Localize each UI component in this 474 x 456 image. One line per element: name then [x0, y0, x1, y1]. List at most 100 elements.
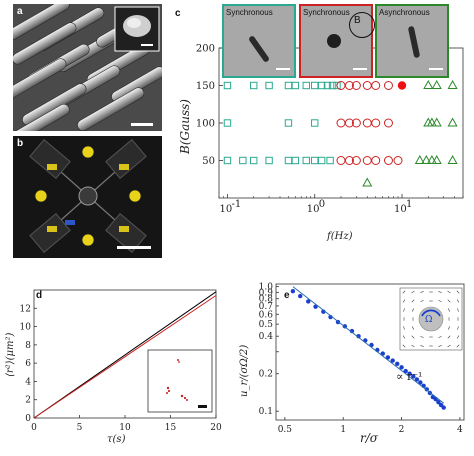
panel-letter-b: b: [17, 138, 24, 149]
chart-e-ytick-label: 0.7: [259, 302, 274, 312]
chart-e-xtick-label: 1: [340, 425, 346, 435]
chart-d-xlabel: τ(s): [107, 434, 126, 445]
flow-arrow: [402, 344, 406, 348]
chart-c-point-circle: [383, 118, 393, 128]
flow-arrow: [457, 308, 459, 312]
flow-arrow: [402, 335, 406, 339]
coil-setup-illustration: [13, 136, 162, 258]
chart-c-point-triangle: [423, 79, 434, 89]
chart-c-point-circle: [383, 156, 393, 165]
chart-c-point-square: [302, 156, 310, 165]
flow-arrow: [456, 299, 460, 303]
chart-c-point-circle: [362, 81, 372, 90]
chart-c-point-square: [284, 156, 293, 165]
chart-d-xtick-label: 10: [119, 423, 131, 433]
chart-e-fit-line: [292, 286, 445, 404]
chart-c-xtick-exponent: -1: [231, 199, 241, 210]
sem-rods-illustration: [13, 4, 162, 131]
inset-synchronous-1-label: Synchronous: [226, 8, 273, 17]
panel-e-chart: 0.1 0.2 0.4 0.5 0.6 0.7 0.8 0.9 1.0 0.5 1 2 4 Ω ∝ r…: [236, 282, 472, 452]
chart-d-ytick-label: 12: [20, 304, 31, 314]
chart-d-xtick-label: 15: [165, 423, 177, 433]
chart-c-point-square: [250, 156, 258, 165]
chart-c-point-triangle: [431, 154, 442, 164]
chart-c-point-square: [311, 81, 319, 90]
chart-c-point-circle: [393, 156, 403, 165]
chart-c-point-circle: [371, 81, 381, 90]
chart-c-point-square: [291, 81, 300, 90]
panel-letter-a: a: [17, 6, 23, 17]
chart-c-point-filled-circle: [397, 81, 407, 90]
chart-c-point-triangle: [414, 154, 425, 164]
chart-c-point-circle: [383, 81, 393, 90]
chart-c-point-square: [239, 156, 247, 165]
flow-arrow: [411, 335, 415, 339]
chart-d-svg: 0 2 4 6 8 10 12 0 5 10 15 20 τ(s) ⟨r²⟩(μm²): [5, 289, 222, 445]
scale-bar: [276, 68, 290, 70]
rod-particle: [407, 25, 421, 59]
chart-e-point: [407, 371, 412, 376]
chart-c-point-triangle: [431, 117, 442, 127]
chart-e-point: [414, 377, 420, 382]
chart-e-ytick-label: 0.6: [259, 310, 274, 320]
chart-e-point: [356, 334, 361, 339]
chart-c-point-square: [250, 81, 258, 90]
chart-e-point: [399, 365, 404, 370]
chart-e-ytick-label: 0.2: [259, 370, 273, 380]
chart-c-point-square: [302, 81, 310, 90]
chart-e-point: [403, 368, 408, 374]
chart-c-ytick-label: 100: [196, 119, 215, 130]
inset-synchronous-1: Synchronous: [222, 4, 296, 78]
chart-c-point-circle: [362, 118, 372, 128]
chart-e-xlabel: r/σ: [360, 431, 379, 445]
rod-particle: [247, 34, 271, 64]
chart-d-xtick-label: 20: [210, 423, 222, 433]
inset-synchronous-2: Synchronous B: [299, 4, 375, 78]
chart-c-point-circle: [344, 156, 354, 165]
chart-d-ylabel: ⟨r²⟩(μm²): [5, 333, 16, 377]
chart-c-point-circle: [336, 156, 346, 165]
chart-d-xtick-label: 5: [77, 423, 83, 433]
panel-b-setup-photo: b: [13, 136, 162, 258]
chart-c-point-triangle: [426, 117, 437, 127]
omega-symbol: Ω: [425, 315, 432, 325]
flow-arrow: [447, 308, 451, 312]
chart-c-point-circle: [351, 156, 361, 165]
flow-field-inset: Ω: [399, 287, 463, 351]
chart-e-point: [349, 328, 355, 334]
panel-letter-e: e: [284, 290, 290, 301]
panel-c-chart: 50 100 150 200 10 -1 10 0 10 1 f(Hz) B(Gauss) Sy…: [175, 4, 471, 264]
scale-bar: [429, 68, 443, 70]
flow-arrow: [411, 290, 415, 294]
chart-c-point-circle: [344, 81, 354, 90]
chart-c-point-square: [265, 156, 273, 165]
chart-c-xtick-label: 10: [394, 204, 407, 215]
chart-c-point-triangle: [447, 117, 458, 127]
chart-c-xtick-exponent: 0: [319, 199, 325, 210]
chart-c-xtick-exponent: 1: [406, 199, 412, 210]
chart-c-point-circle: [371, 156, 381, 165]
flow-arrow: [438, 291, 442, 293]
chart-c-point-square: [284, 81, 293, 90]
trajectory-inset: [147, 349, 213, 413]
chart-c-point-square: [265, 81, 273, 90]
chart-d-ytick-label: 2: [25, 396, 31, 406]
chart-c-point-square: [223, 81, 232, 90]
chart-e-point: [390, 358, 395, 363]
chart-c-ytick-label: 150: [196, 81, 215, 92]
chart-c-point-square: [223, 119, 232, 127]
chart-e-point: [395, 361, 400, 367]
panel-letter-c: c: [175, 8, 181, 19]
chart-d-ytick-label: 8: [25, 341, 31, 351]
chart-c-point-square: [311, 156, 319, 165]
inset-synchronous-2-label: Synchronous: [303, 8, 350, 17]
inset-asynchronous-label: Asynchronous: [379, 8, 430, 17]
flow-arrow: [402, 290, 406, 294]
chart-e-xtick-label: 4: [457, 425, 463, 435]
chart-c-point-circle: [351, 81, 361, 90]
chart-c-point-triangle: [447, 154, 458, 164]
chart-c-point-circle: [344, 118, 354, 128]
chart-c-point-square: [317, 81, 326, 90]
chart-e-ytick-label: 1.0: [259, 283, 274, 293]
chart-e-ytick-label: 0.1: [259, 407, 273, 417]
